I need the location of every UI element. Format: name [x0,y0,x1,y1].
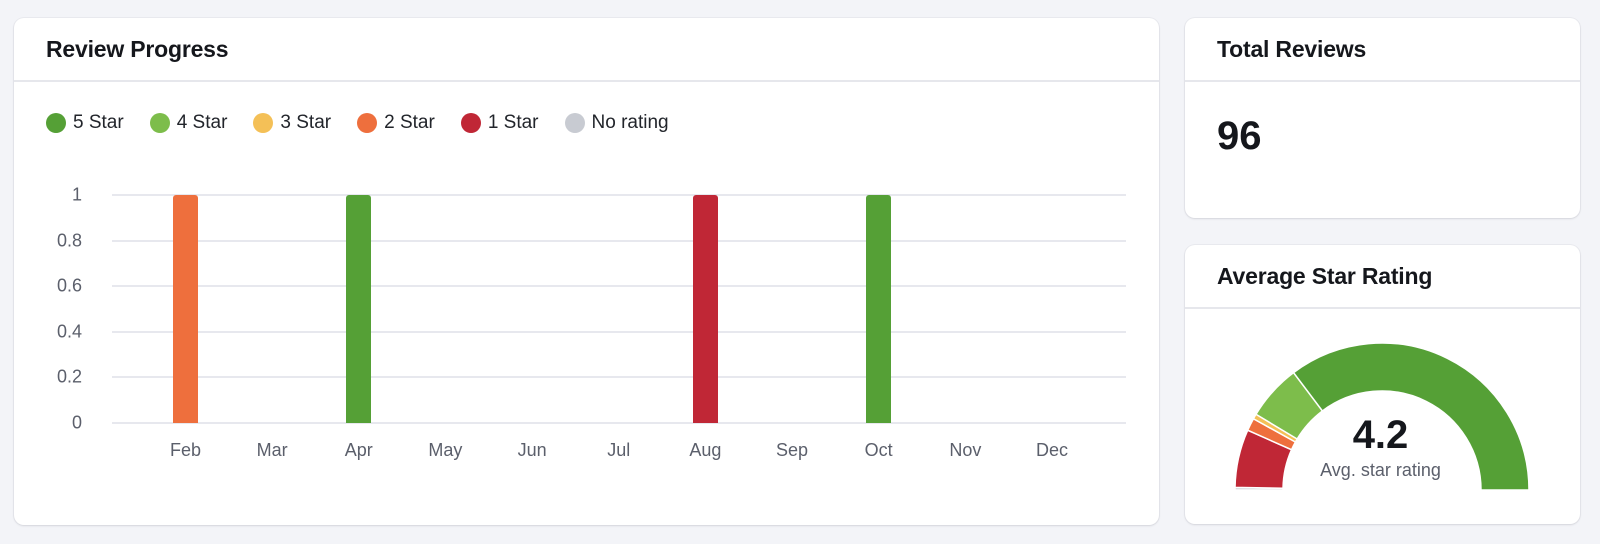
y-axis-tick: 0 [71,412,82,433]
legend-item-2-star[interactable]: 2 Star [357,112,435,134]
x-axis-tick: Dec [1035,440,1068,460]
x-axis-tick: Feb [169,440,202,460]
x-axis-tick: Oct [864,440,893,460]
x-axis-tick: May [428,440,463,460]
legend-dot-icon [149,113,170,133]
total-reviews-value: 96 [1217,114,1262,158]
x-axis-tick: Jul [607,440,631,460]
legend-item-1-star[interactable]: 1 Star [460,112,539,134]
x-axis-tick: Sep [776,440,809,460]
total-reviews-title: Total Reviews [1217,35,1367,62]
x-axis-tick: Nov [949,440,982,460]
gridline [112,330,1126,333]
legend-dot-icon [253,113,274,133]
legend-item-4-star[interactable]: 4 Star [149,112,228,134]
x-axis-tick: Mar [256,440,288,460]
average-rating-title: Average Star Rating [1217,262,1433,289]
review-progress-card: Review Progress 5 Star 4 Star 3 Star 2 Star… [14,18,1159,525]
gridline [112,376,1126,379]
average-rating-value: 4.2 [1352,413,1409,457]
bar-oct-5-star[interactable] [866,195,892,423]
review-progress-header: Review Progress [14,18,1159,82]
legend-dot-icon [564,113,585,133]
gridline [112,194,1126,196]
review-progress-title: Review Progress [46,35,229,62]
y-axis-tick: 0.2 [56,366,82,387]
y-axis-tick: 1 [71,184,82,205]
bar-feb-2-star[interactable] [173,195,198,423]
bar-aug-1-star[interactable] [692,195,718,423]
average-rating-header: Average Star Rating [1185,245,1580,309]
legend-label: No rating [591,112,669,133]
x-axis-tick: Jun [517,440,547,460]
y-axis-tick: 0.4 [56,321,82,342]
legend-dot-icon [357,113,378,133]
x-axis-tick: Apr [344,440,373,460]
chart-legend: 5 Star 4 Star 3 Star 2 Star 1 Star No rating [46,112,695,134]
legend-dot-icon [460,113,481,133]
legend-label: 3 Star [280,112,332,133]
y-axis-tick: 0.6 [56,275,82,296]
legend-item-3-star[interactable]: 3 Star [253,112,331,134]
legend-label: 5 Star [73,112,124,133]
gridline [112,422,1126,424]
gridline [112,239,1126,242]
rating-gauge [1234,342,1530,491]
legend-label: 4 Star [176,112,228,133]
total-reviews-card: Total Reviews 96 [1185,18,1580,218]
gauge-segment-5-star[interactable] [1292,342,1530,491]
legend-label: 1 Star [487,112,539,133]
average-rating-label: Avg. star rating [1320,460,1441,480]
x-axis-tick: Aug [689,440,722,460]
legend-item-no-rating[interactable]: No rating [564,112,669,134]
y-axis-tick: 0.8 [56,230,82,251]
bar-chart: 0 0.2 0.4 0.6 0.8 1 Feb Mar Apr May Jun Jul Aug Sep Oc… [14,18,1159,525]
legend-item-5-star[interactable]: 5 Star [46,112,124,134]
bar-apr-5-star[interactable] [346,195,372,423]
total-reviews-header: Total Reviews [1185,18,1580,82]
average-rating-card: Average Star Rating 4.2 Avg. star rating [1185,245,1580,524]
legend-dot-icon [46,113,66,133]
gridline [112,285,1126,288]
legend-label: 2 Star [384,112,435,133]
